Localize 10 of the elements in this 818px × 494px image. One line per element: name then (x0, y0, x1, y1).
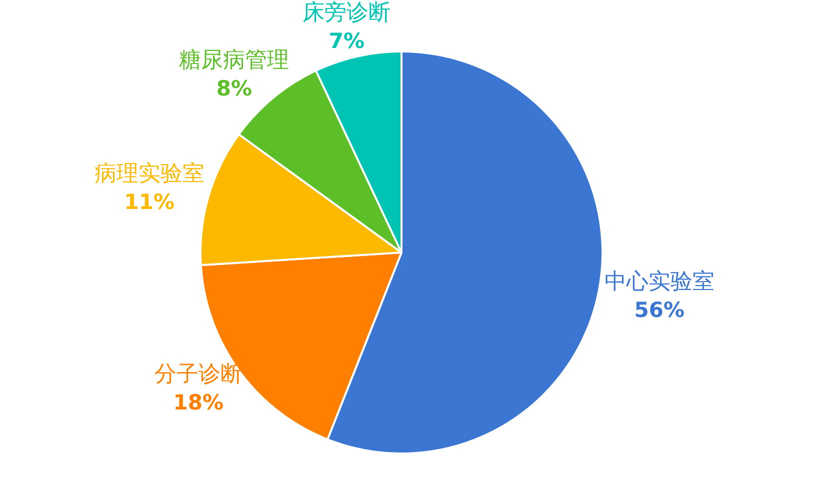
data-label: 18% (173, 390, 224, 414)
slice-label: 床旁诊断 (302, 0, 391, 26)
data-label: 8% (216, 76, 252, 100)
slice-label: 中心实验室 (604, 269, 714, 294)
data-label: 56% (634, 298, 685, 322)
data-label: 7% (328, 29, 365, 54)
slice-label: 分子诊断 (154, 362, 242, 387)
slice-label: 病理实验室 (94, 162, 204, 187)
data-label: 11% (124, 190, 175, 214)
slice-label: 糖尿病管理 (179, 48, 290, 73)
